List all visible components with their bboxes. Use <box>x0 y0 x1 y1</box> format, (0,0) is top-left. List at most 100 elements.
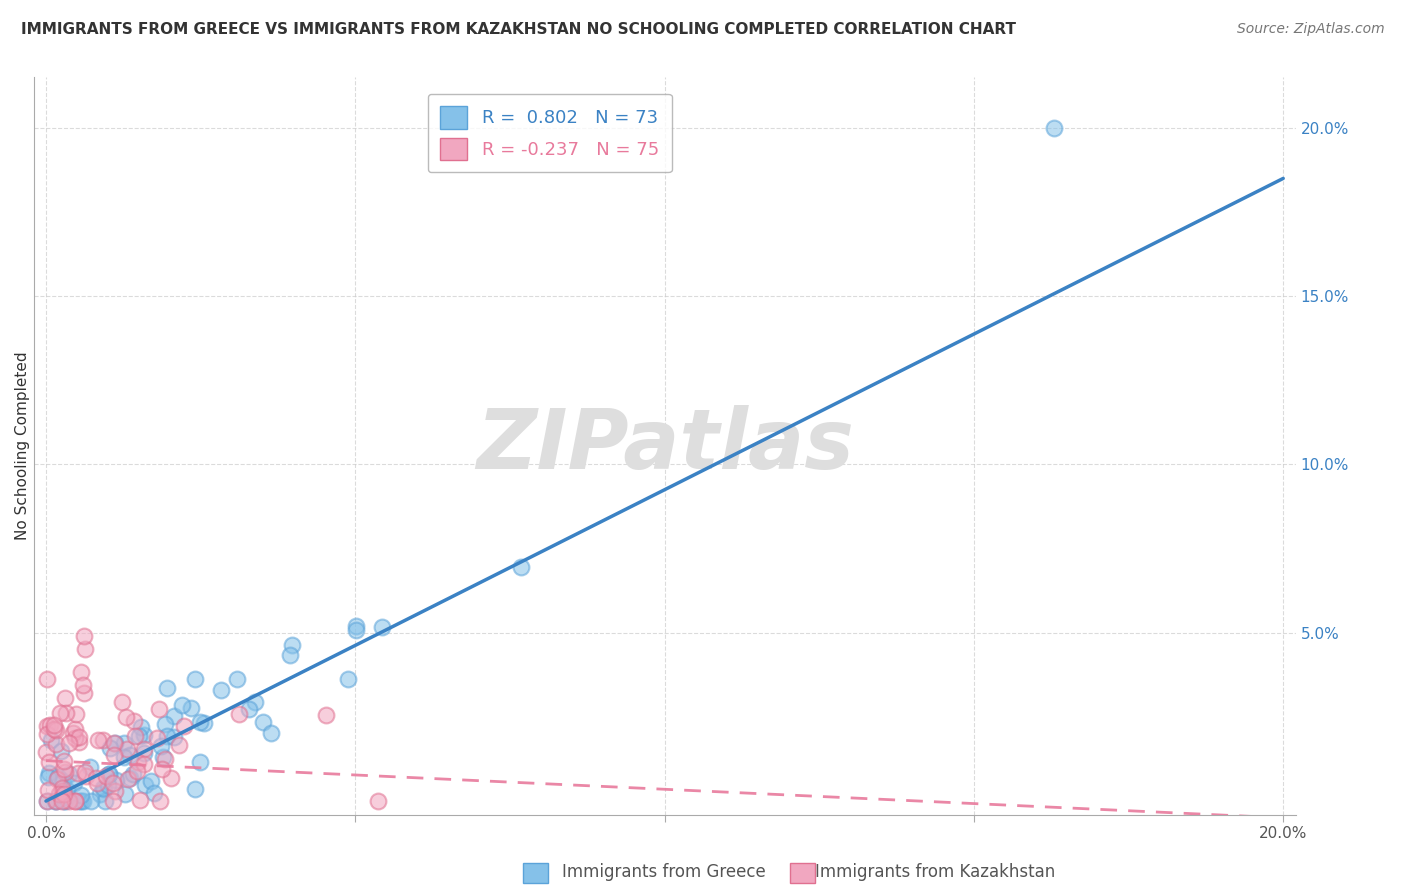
Point <box>163 708 186 723</box>
Point <box>510 560 533 574</box>
Point <box>163 730 186 744</box>
Point <box>152 750 174 764</box>
Point <box>97 767 120 781</box>
Point <box>155 717 177 731</box>
Point <box>117 772 139 786</box>
Point <box>72 794 94 808</box>
Point <box>53 794 76 808</box>
Point <box>53 787 76 801</box>
Point <box>66 765 89 780</box>
Point <box>37 719 59 733</box>
Point <box>48 788 70 802</box>
Point <box>53 789 76 804</box>
Point <box>156 681 179 695</box>
Point <box>112 735 135 749</box>
Point <box>44 794 66 808</box>
Point <box>193 715 215 730</box>
Point <box>127 764 149 779</box>
Point <box>73 629 96 643</box>
Point <box>238 702 260 716</box>
Point <box>139 773 162 788</box>
Point <box>281 638 304 652</box>
Point <box>245 695 267 709</box>
Point <box>52 762 75 776</box>
Point <box>73 686 96 700</box>
Point <box>91 781 114 796</box>
Point <box>98 766 121 780</box>
Point <box>35 794 58 808</box>
Point <box>70 665 93 679</box>
Point <box>63 722 86 736</box>
Point <box>51 794 73 808</box>
Point <box>58 794 80 808</box>
Point <box>149 794 172 808</box>
Point <box>344 623 367 637</box>
Point <box>65 731 87 746</box>
Text: Immigrants from Kazakhstan: Immigrants from Kazakhstan <box>815 863 1056 881</box>
Point <box>56 783 79 797</box>
Point <box>118 771 141 785</box>
Point <box>58 736 80 750</box>
Point <box>128 793 150 807</box>
Point <box>103 748 125 763</box>
Point <box>91 732 114 747</box>
Point <box>37 783 59 797</box>
Point <box>315 707 337 722</box>
Point <box>53 690 76 705</box>
Point <box>149 739 172 753</box>
Point <box>35 794 58 808</box>
Point <box>51 784 73 798</box>
Point <box>188 755 211 769</box>
Point <box>93 794 115 808</box>
Point <box>188 715 211 730</box>
Point <box>225 672 247 686</box>
Point <box>134 778 156 792</box>
Point <box>367 794 389 808</box>
Point <box>39 717 62 731</box>
Point <box>180 701 202 715</box>
Point <box>104 784 127 798</box>
Point <box>53 764 76 779</box>
Point <box>84 772 107 786</box>
Point <box>134 728 156 742</box>
Text: ZIPatlas: ZIPatlas <box>475 406 853 486</box>
Point <box>93 782 115 797</box>
Point <box>87 732 110 747</box>
Point <box>184 781 207 796</box>
Point <box>75 641 97 656</box>
Y-axis label: No Schooling Completed: No Schooling Completed <box>15 351 30 541</box>
Point <box>62 776 84 790</box>
Point <box>104 735 127 749</box>
Point <box>209 683 232 698</box>
Point <box>156 729 179 743</box>
Point <box>48 770 70 784</box>
Point <box>65 794 87 808</box>
Point <box>67 730 90 744</box>
Point <box>38 765 60 780</box>
Point <box>153 752 176 766</box>
Point <box>65 706 87 721</box>
Text: Source: ZipAtlas.com: Source: ZipAtlas.com <box>1237 22 1385 37</box>
Point <box>228 706 250 721</box>
Point <box>344 619 367 633</box>
Point <box>112 750 135 764</box>
Point <box>63 794 86 808</box>
Point <box>105 772 128 787</box>
Point <box>148 701 170 715</box>
Point <box>142 786 165 800</box>
Point <box>76 769 98 783</box>
Point <box>86 776 108 790</box>
Point <box>132 742 155 756</box>
Point <box>80 794 103 808</box>
Point <box>72 678 94 692</box>
Point <box>103 736 125 750</box>
Point <box>252 714 274 729</box>
Point <box>120 747 142 762</box>
Point <box>96 769 118 783</box>
Point <box>1043 120 1066 135</box>
Point <box>37 727 59 741</box>
Point <box>67 794 90 808</box>
Point <box>45 723 67 737</box>
Point <box>45 794 67 808</box>
Point <box>97 778 120 792</box>
